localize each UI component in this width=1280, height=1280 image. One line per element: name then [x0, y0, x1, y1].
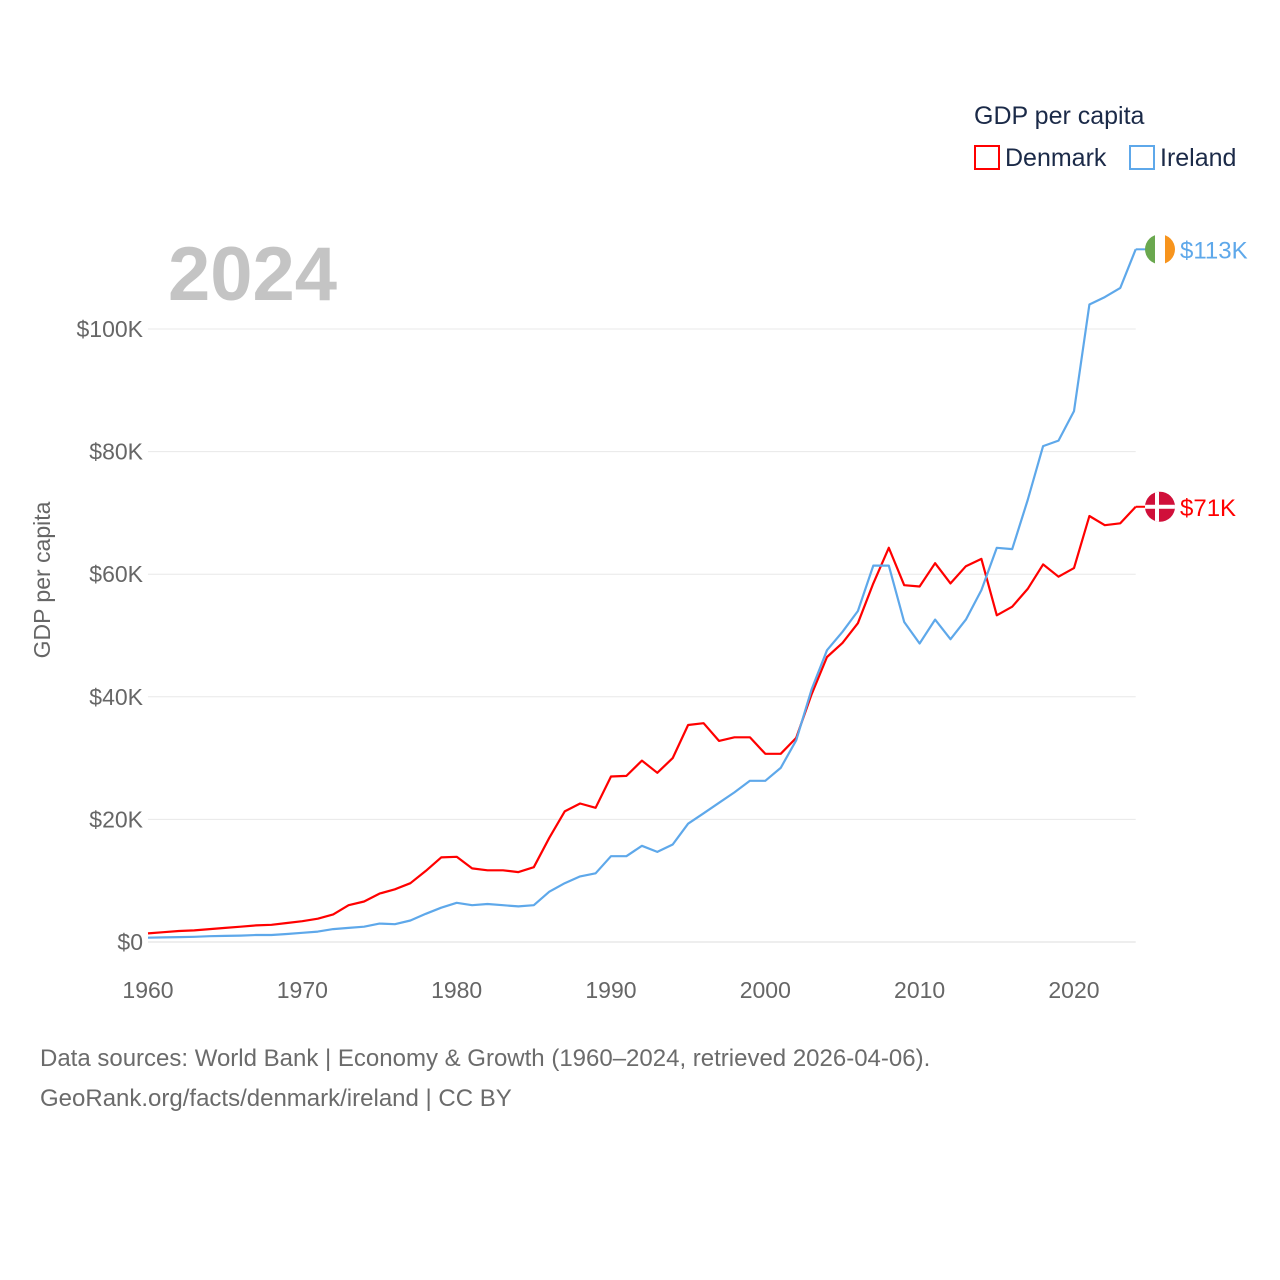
x-tick-label: 2000 [740, 977, 791, 1003]
legend-swatch-denmark [974, 145, 1000, 170]
flag-cross-h [1145, 504, 1175, 509]
series-lines: $71K $113K [147, 234, 1248, 939]
y-axis-label: GDP per capita [29, 501, 55, 658]
x-tick-label: 1990 [585, 977, 636, 1003]
flag-white [1155, 234, 1165, 265]
line-denmark [147, 506, 1137, 935]
legend: GDP per capita Denmark Ireland [974, 102, 1236, 172]
x-tick-label: 1980 [431, 977, 482, 1003]
x-tick-label: 1960 [122, 977, 173, 1003]
y-axis: $0 $20K $40K $60K $80K $100K [76, 316, 143, 955]
flag-orange [1165, 234, 1175, 265]
denmark-flag-icon [1145, 491, 1175, 522]
legend-label-denmark[interactable]: Denmark [1005, 144, 1107, 172]
y-tick-label: $0 [117, 929, 143, 955]
y-tick-label: $100K [76, 316, 143, 342]
ireland-flag-icon [1145, 234, 1175, 265]
year-label: 2024 [168, 232, 337, 317]
x-tick-label: 2010 [894, 977, 945, 1003]
x-axis: 1960 1970 1980 1990 2000 2010 2020 [122, 977, 1099, 1003]
flag-green [1145, 234, 1155, 265]
gridlines [148, 328, 1136, 943]
y-tick-label: $40K [89, 684, 143, 710]
y-tick-label: $80K [89, 439, 143, 465]
x-tick-label: 2020 [1048, 977, 1099, 1003]
footer-attribution: GeoRank.org/facts/denmark/ireland | CC B… [40, 1085, 512, 1112]
y-tick-label: $20K [89, 806, 143, 832]
legend-label-ireland[interactable]: Ireland [1160, 144, 1236, 172]
end-value-label: $113K [1180, 237, 1248, 264]
legend-swatch-ireland [1129, 145, 1155, 170]
legend-title: GDP per capita [974, 102, 1145, 130]
x-tick-label: 1970 [277, 977, 328, 1003]
footer-sources: Data sources: World Bank | Economy & Gro… [40, 1045, 931, 1072]
end-value-label: $71K [1180, 495, 1236, 522]
y-tick-label: $60K [89, 561, 143, 587]
line-ireland [147, 248, 1137, 939]
